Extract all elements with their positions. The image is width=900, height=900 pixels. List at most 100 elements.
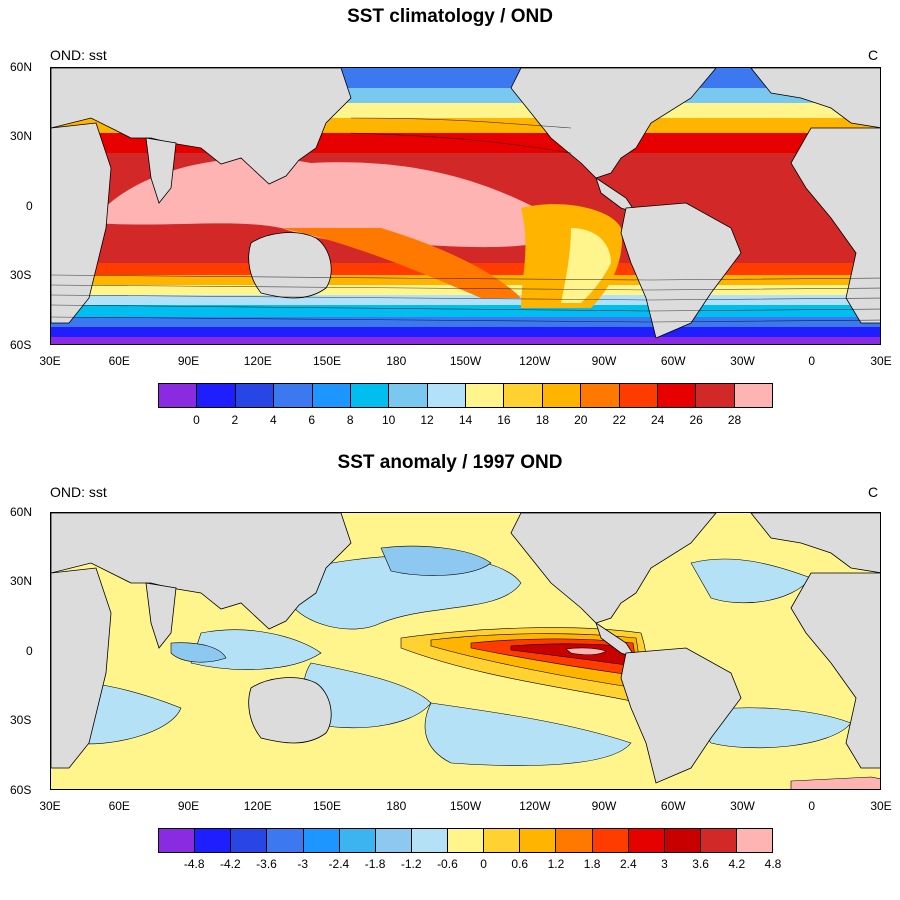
lon-label: 30E (870, 354, 892, 368)
colorbar-tick-label: 18 (535, 413, 550, 427)
lat-label: 60N (10, 505, 33, 519)
lon-label: 60E (108, 354, 130, 368)
colorbar-tick-label: 4 (269, 413, 277, 427)
lon-label: 90W (591, 354, 617, 368)
colorbar-tick-label: -4.2 (220, 857, 241, 871)
colorbar-tick-label: -1.8 (364, 857, 386, 871)
lat-label: 30S (10, 268, 32, 282)
lat-label: 60S (10, 783, 32, 797)
lat-label: 60S (10, 338, 32, 352)
colorbar-tick-label: 3.6 (692, 857, 709, 871)
colorbar-swatch (303, 829, 340, 852)
lat-label: 30N (10, 129, 33, 143)
lon-label: 30E (39, 354, 61, 368)
lon-label: 150W (449, 354, 482, 368)
colorbar-swatch (195, 829, 232, 852)
colorbar-tick-label: 4.8 (764, 857, 782, 871)
units-label: C (868, 47, 879, 63)
lon-label: 120E (243, 354, 272, 368)
colorbar-tick-label: -3.6 (256, 857, 277, 871)
anomaly-colorbar (158, 828, 773, 853)
colorbar-tick-label: 20 (574, 413, 588, 427)
climatology-map (50, 67, 881, 345)
lon-label: 90E (177, 354, 200, 368)
colorbar-tick-label: 2 (231, 413, 239, 427)
colorbar-tick-label: 26 (689, 413, 703, 427)
lon-label: 120W (519, 799, 551, 813)
lat-label: 30N (10, 574, 33, 588)
colorbar-tick-label: 10 (381, 413, 396, 427)
colorbar-swatch (700, 829, 737, 852)
colorbar-swatch (737, 829, 773, 852)
colorbar-swatch (556, 829, 593, 852)
colorbar-swatch (664, 829, 701, 852)
colorbar-tick-label: 4.2 (728, 857, 746, 871)
colorbar-tick-label: -1.2 (400, 857, 422, 871)
colorbar-tick-label: 8 (346, 413, 354, 427)
lat-label: 60N (10, 60, 33, 74)
lat-label: 30S (10, 713, 32, 727)
colorbar-tick-label: -4.8 (183, 857, 205, 871)
colorbar-tick-label: 6 (308, 413, 316, 427)
lon-label: 60E (108, 799, 130, 813)
colorbar-swatch (628, 829, 665, 852)
lon-label: 0 (808, 799, 816, 813)
lon-label: 90E (177, 799, 200, 813)
colorbar-tick-label: 22 (612, 413, 626, 427)
variable-label: OND: sst (50, 47, 107, 63)
lon-label: 30E (39, 799, 61, 813)
colorbar-tick-label: 1.8 (583, 857, 601, 871)
colorbar-swatch (592, 829, 629, 852)
lon-label: 120E (243, 799, 272, 813)
lon-label: 0 (808, 354, 816, 368)
colorbar-swatch (159, 384, 198, 407)
variable-label: OND: sst (50, 484, 107, 500)
colorbar-swatch (274, 384, 313, 407)
lat-label: 0 (26, 644, 33, 658)
colorbar-swatch (231, 829, 268, 852)
colorbar-swatch (466, 384, 505, 407)
colorbar-swatch (696, 384, 735, 407)
lon-label: 150E (312, 799, 342, 813)
lon-label: 90W (591, 799, 617, 813)
colorbar-swatch (542, 384, 582, 407)
lon-label: 30W (730, 354, 755, 368)
colorbar-swatch (267, 829, 304, 852)
lon-label: 30W (730, 799, 755, 813)
colorbar-swatch (657, 384, 697, 407)
colorbar-swatch (484, 829, 521, 852)
colorbar-swatch (504, 384, 543, 407)
colorbar-swatch (312, 384, 351, 407)
colorbar-swatch (159, 829, 196, 852)
colorbar-tick-label: 0 (480, 857, 487, 871)
colorbar-tick-label: 16 (497, 413, 511, 427)
colorbar-tick-label: 14 (458, 413, 473, 427)
lon-label: 60W (660, 799, 686, 813)
colorbar-tick-label: 0.6 (511, 857, 529, 871)
colorbar-tick-label: 12 (420, 413, 434, 427)
panel-title: SST anomaly / 1997 OND (337, 452, 563, 473)
colorbar-tick-label: -3 (297, 857, 309, 871)
units-label: C (868, 484, 879, 500)
colorbar-swatch (734, 384, 772, 407)
colorbar-swatch (339, 829, 376, 852)
colorbar-swatch (581, 384, 620, 407)
colorbar-tick-label: -2.4 (328, 857, 350, 871)
colorbar-tick-label: 1.2 (547, 857, 565, 871)
colorbar-swatch (411, 829, 448, 852)
panel-title: SST climatology / OND (347, 6, 553, 27)
anomaly-map (50, 512, 881, 790)
colorbar-swatch (619, 384, 658, 407)
colorbar-tick-label: 24 (651, 413, 665, 427)
colorbar-swatch (389, 384, 428, 407)
colorbar-tick-label: -0.6 (437, 857, 458, 871)
colorbar-tick-label: 28 (727, 413, 742, 427)
lon-label: 150W (449, 799, 482, 813)
lon-label: 150E (312, 354, 342, 368)
lon-label: 120W (519, 354, 551, 368)
colorbar-swatch (427, 384, 466, 407)
colorbar-swatch (235, 384, 275, 407)
colorbar-swatch (375, 829, 412, 852)
colorbar-swatch (448, 829, 485, 852)
climatology-colorbar (158, 383, 773, 408)
